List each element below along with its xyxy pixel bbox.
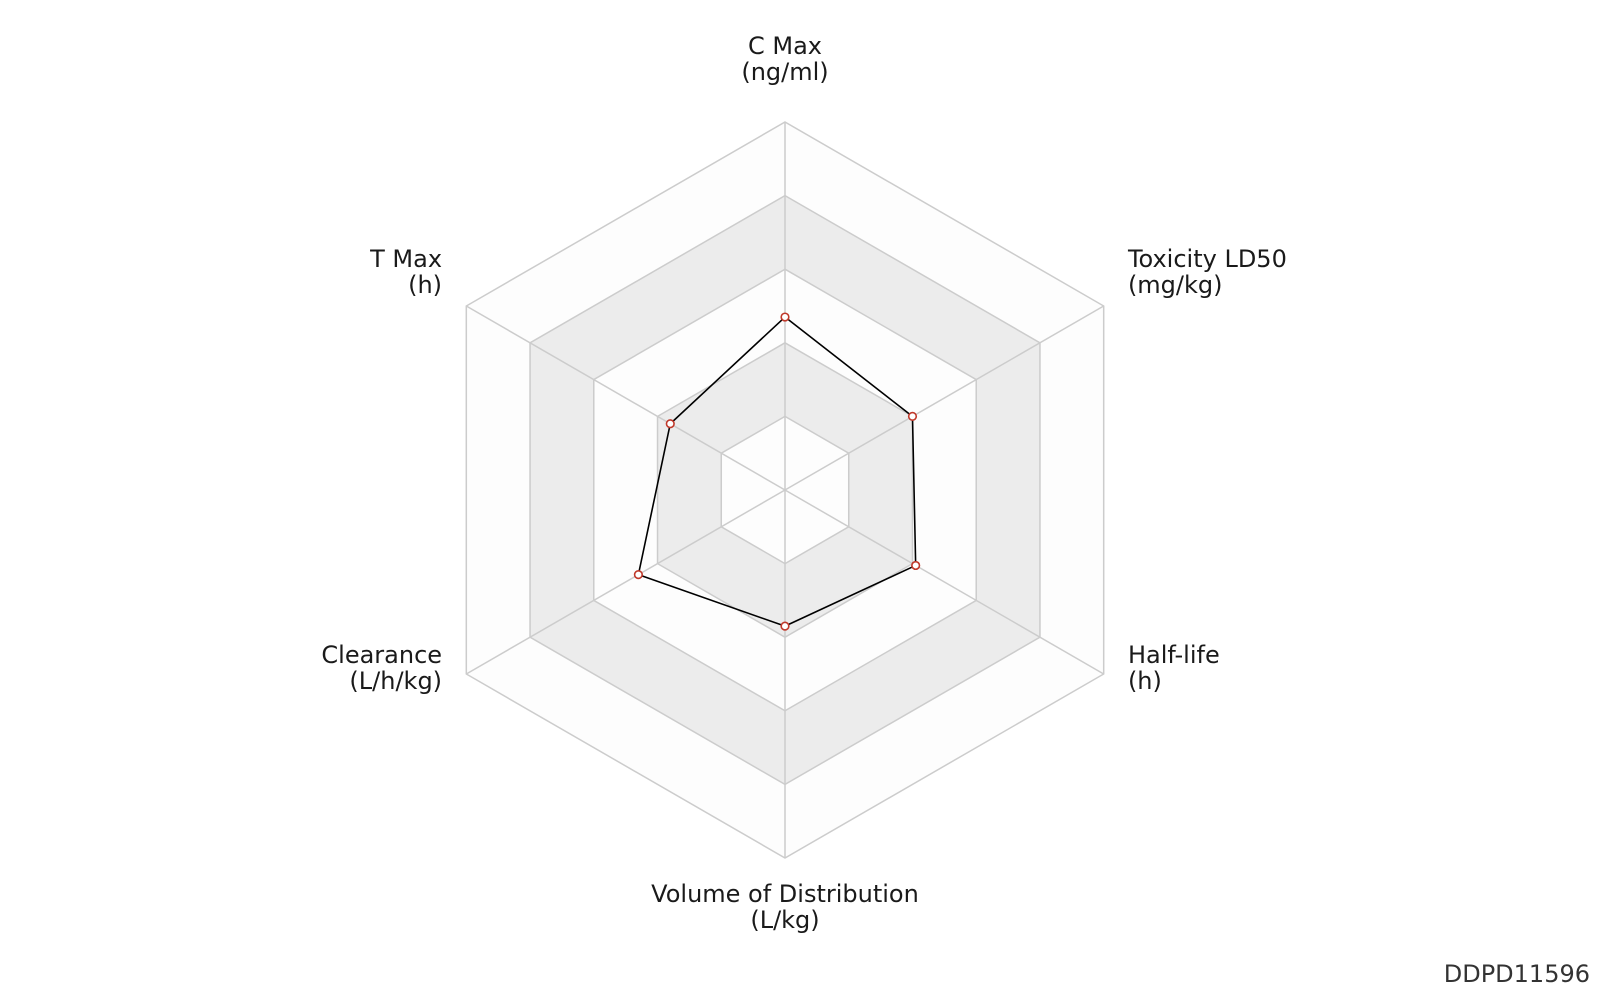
axis-label-5: T Max (h) xyxy=(369,245,442,299)
axis-label-2: Half-life (h) xyxy=(1128,641,1220,695)
data-series xyxy=(633,312,921,631)
axis-label-name-2: Half-life xyxy=(1128,641,1220,669)
axis-label-4: Clearance (L/h/kg) xyxy=(321,641,442,695)
data-point-4 xyxy=(633,570,644,580)
data-point-5 xyxy=(665,419,675,429)
axis-label-name-5: T Max xyxy=(369,245,442,273)
axis-spoke-5 xyxy=(465,305,786,491)
axis-label-unit-2: (h) xyxy=(1128,667,1162,695)
data-point-1 xyxy=(907,411,918,422)
axis-spoke-4 xyxy=(465,489,786,675)
axis-label-name-3: Volume of Distribution xyxy=(651,880,919,908)
axis-label-0: C Max (ng/ml) xyxy=(741,32,828,86)
axis-label-1: Toxicity LD50 (mg/kg) xyxy=(1127,245,1287,299)
axis-label-3: Volume of Distribution (L/kg) xyxy=(651,880,919,934)
axis-label-name-4: Clearance xyxy=(321,641,442,669)
axis-label-name-1: Toxicity LD50 xyxy=(1127,245,1287,273)
watermark-id: DDPD11596 xyxy=(1443,960,1590,988)
data-point-2 xyxy=(911,560,921,571)
axis-label-unit-1: (mg/kg) xyxy=(1128,271,1223,299)
axis-label-unit-3: (L/kg) xyxy=(750,906,819,934)
data-point-3 xyxy=(780,621,790,631)
axis-label-name-0: C Max xyxy=(748,32,822,60)
axis-labels: C Max (ng/ml) Toxicity LD50 (mg/kg) Half-lif… xyxy=(321,32,1286,934)
axis-label-unit-5: (h) xyxy=(408,271,442,299)
axis-spoke-2 xyxy=(784,489,1105,675)
axis-label-unit-4: (L/h/kg) xyxy=(349,667,442,695)
axis-spokes xyxy=(465,122,1105,858)
axis-spoke-1 xyxy=(784,305,1105,491)
axis-label-unit-0: (ng/ml) xyxy=(741,58,828,86)
data-point-0 xyxy=(780,312,790,322)
